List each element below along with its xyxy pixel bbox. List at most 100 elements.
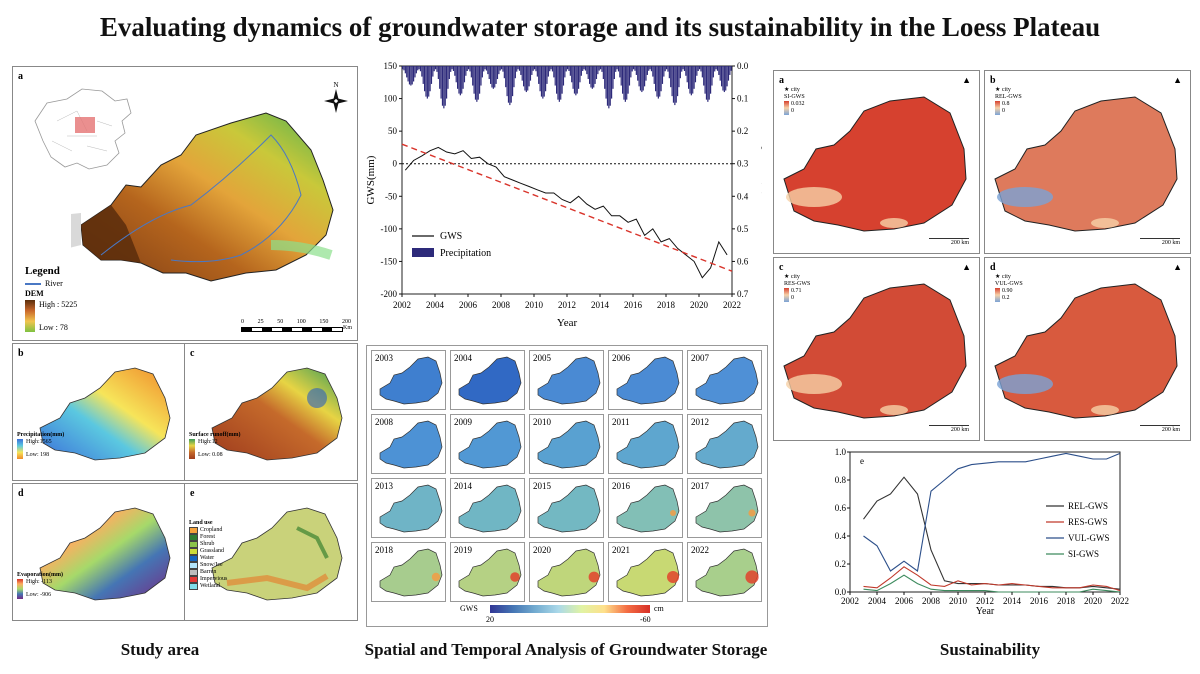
gws-year-map: 2014 bbox=[450, 478, 525, 538]
precipitation-bar bbox=[729, 66, 731, 75]
panel-surface-runoff: c Surface runoff(mm) High:12 Low: 0.08 bbox=[184, 343, 358, 481]
legend-swatch bbox=[189, 534, 198, 541]
x-tick-label: 2016 bbox=[1030, 596, 1049, 606]
panel-label: e bbox=[190, 488, 195, 499]
precipitation-bar bbox=[561, 66, 563, 94]
gws-series-line bbox=[404, 146, 728, 279]
precipitation-bar bbox=[426, 66, 428, 99]
north-arrow-icon: ▲ bbox=[962, 75, 971, 85]
precipitation-bar bbox=[483, 66, 485, 72]
precipitation-bar bbox=[650, 66, 653, 72]
year-label: 2009 bbox=[454, 417, 472, 427]
precipitation-bar bbox=[708, 66, 710, 100]
map-legend: ★ city VUL-GWS 0.90 0.2 bbox=[995, 274, 1023, 302]
precipitation-bar bbox=[707, 66, 709, 102]
precipitation-bar bbox=[532, 66, 534, 71]
precipitation-bar bbox=[491, 66, 493, 88]
legend-low: 0 bbox=[791, 108, 794, 114]
y-tick-label: 0.4 bbox=[835, 531, 847, 541]
north-arrow-icon: N bbox=[324, 81, 348, 113]
precipitation-bar bbox=[600, 66, 602, 70]
gws-map-shape bbox=[695, 420, 759, 469]
precipitation-bar bbox=[656, 66, 658, 97]
precipitation-bar bbox=[484, 66, 486, 70]
legend-metric: RES-GWS bbox=[784, 281, 811, 287]
precipitation-bar bbox=[712, 66, 714, 78]
precipitation-bar bbox=[506, 66, 508, 97]
precipitation-bar bbox=[553, 66, 555, 78]
precipitation-bar bbox=[534, 66, 536, 70]
precipitation-bar bbox=[454, 66, 456, 76]
x-tick-label: 2022 bbox=[723, 300, 741, 310]
north-arrow-icon: ▲ bbox=[1173, 75, 1182, 85]
y-tick-label: 0.6 bbox=[835, 503, 847, 513]
gws-year-map: 2018 bbox=[371, 542, 446, 602]
y-tick-label: -100 bbox=[381, 224, 398, 234]
legend-high: 0.71 bbox=[791, 288, 802, 294]
year-label: 2014 bbox=[454, 481, 472, 491]
legend-label: Grassland bbox=[200, 548, 224, 554]
precipitation-bar bbox=[411, 66, 413, 85]
colorbar-title: GWS bbox=[460, 604, 478, 613]
series-line-res-gws bbox=[863, 566, 1121, 592]
figure-title: Evaluating dynamics of groundwater stora… bbox=[99, 12, 1101, 42]
year-label: 2022 bbox=[691, 545, 709, 555]
series-line-si-gws bbox=[863, 574, 1121, 593]
precipitation-bar bbox=[410, 66, 412, 86]
legend-high: High:1565 bbox=[26, 439, 52, 445]
precipitation-bar bbox=[479, 66, 481, 94]
precipitation-bar bbox=[476, 66, 478, 102]
precipitation-bar bbox=[590, 66, 592, 88]
precipitation-bar bbox=[723, 66, 725, 93]
legend-label: SI-GWS bbox=[1068, 549, 1099, 559]
precipitation-bar bbox=[609, 66, 611, 106]
precipitation-bar bbox=[524, 66, 526, 91]
precipitation-bar bbox=[437, 66, 439, 80]
precipitation-bar bbox=[503, 66, 505, 79]
x-tick-label: 2014 bbox=[1003, 596, 1022, 606]
trend-line bbox=[401, 143, 733, 272]
gws-year-map: 2010 bbox=[529, 414, 604, 474]
svg-text:N: N bbox=[333, 81, 338, 89]
precipitation-bar bbox=[536, 66, 538, 77]
gws-map-shape bbox=[616, 548, 680, 597]
legend-river: River bbox=[25, 279, 115, 288]
precipitation-bar bbox=[586, 66, 588, 75]
precipitation-bar bbox=[690, 66, 692, 96]
y-tick-label: 0.2 bbox=[835, 559, 846, 569]
precipitation-bar bbox=[469, 66, 471, 72]
precipitation-bar bbox=[700, 66, 702, 72]
scale-bar: 200 km bbox=[1140, 425, 1180, 434]
precipitation-bar bbox=[683, 66, 686, 72]
year-label: 2006 bbox=[612, 353, 630, 363]
precipitation-bar bbox=[606, 66, 609, 106]
precipitation-bar bbox=[571, 66, 573, 83]
precipitation-bar bbox=[681, 66, 683, 72]
precipitation-bar bbox=[694, 66, 697, 83]
precipitation-bar bbox=[485, 66, 488, 71]
precipitation-bar bbox=[550, 66, 552, 70]
precipitation-bar bbox=[664, 66, 666, 72]
city-star-icon: ★ bbox=[784, 87, 790, 93]
precipitation-bar bbox=[499, 66, 501, 71]
gws-year-map: 2012 bbox=[687, 414, 762, 474]
precipitation-bar bbox=[568, 66, 570, 72]
legend-label: VUL-GWS bbox=[1068, 533, 1110, 543]
y2-tick-label: 0.0 bbox=[737, 61, 749, 71]
precipitation-bar bbox=[470, 66, 472, 78]
precipitation-bar bbox=[521, 66, 523, 81]
precipitation-bar bbox=[642, 66, 644, 91]
legend-low: 0 bbox=[1002, 108, 1005, 114]
precipitation-bar bbox=[527, 66, 529, 91]
dem-legend: Legend River DEM High : 5225 Low : 78 bbox=[25, 265, 115, 332]
land-use-legend-item: Impervious bbox=[189, 576, 227, 583]
year-label: 2017 bbox=[691, 481, 709, 491]
x-tick-label: 2008 bbox=[492, 300, 511, 310]
precipitation-bar bbox=[644, 66, 646, 87]
legend-dem-low: Low : 78 bbox=[39, 323, 68, 332]
x-tick-label: 2010 bbox=[949, 596, 968, 606]
sustainability-map-shape bbox=[783, 283, 967, 419]
precipitation-bar bbox=[567, 66, 569, 70]
precipitation-bar bbox=[597, 66, 599, 75]
precipitation-bar bbox=[686, 66, 688, 83]
